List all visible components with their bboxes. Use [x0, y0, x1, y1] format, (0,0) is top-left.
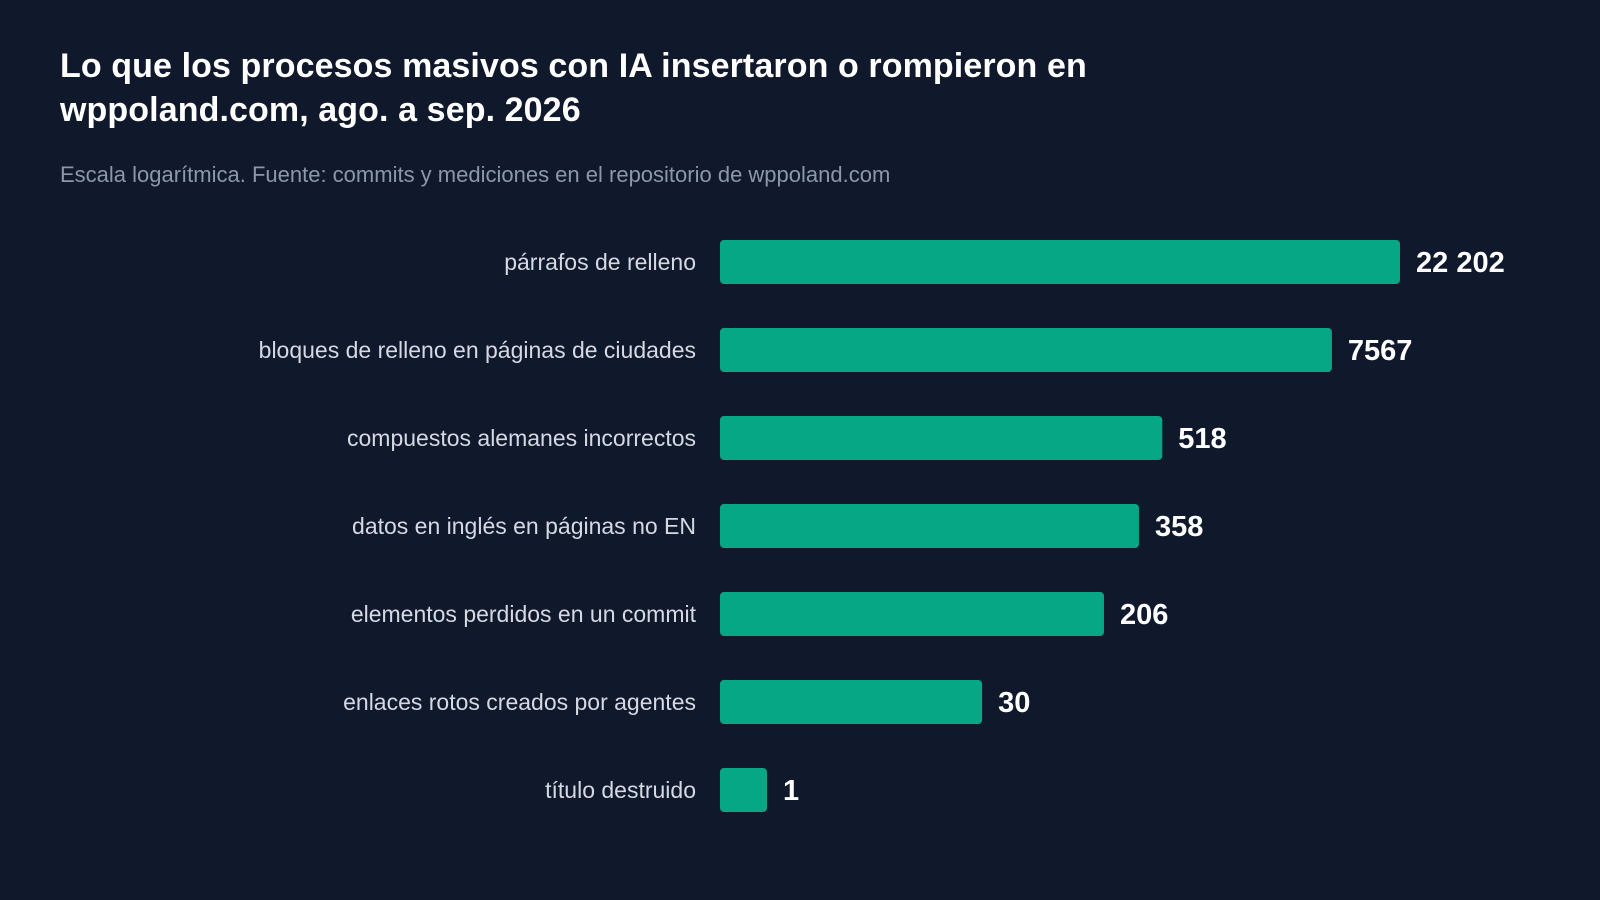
value-label: 518 [1178, 423, 1226, 455]
value-label: 22 202 [1416, 247, 1505, 279]
bar [720, 328, 1332, 372]
bar [720, 768, 767, 812]
bar [720, 680, 983, 724]
category-label: bloques de relleno en páginas de ciudade… [259, 337, 696, 363]
bar [720, 416, 1163, 460]
chart-subtitle: Escala logarítmica. Fuente: commits y me… [60, 162, 891, 187]
bar [720, 592, 1104, 636]
category-label: compuestos alemanes incorrectos [347, 425, 696, 451]
category-label: párrafos de relleno [504, 249, 696, 275]
category-label: datos en inglés en páginas no EN [352, 513, 696, 539]
value-label: 7567 [1348, 335, 1413, 367]
value-label: 206 [1120, 599, 1168, 631]
value-label: 358 [1155, 511, 1203, 543]
bar [720, 240, 1400, 284]
value-label: 1 [783, 775, 799, 807]
category-label: título destruido [545, 777, 696, 803]
chart-title: Lo que los procesos masivos con IA inser… [60, 47, 1087, 129]
category-label: enlaces rotos creados por agentes [343, 689, 696, 715]
value-label: 30 [998, 687, 1030, 719]
category-label: elementos perdidos en un commit [351, 601, 697, 627]
bar [720, 504, 1139, 548]
